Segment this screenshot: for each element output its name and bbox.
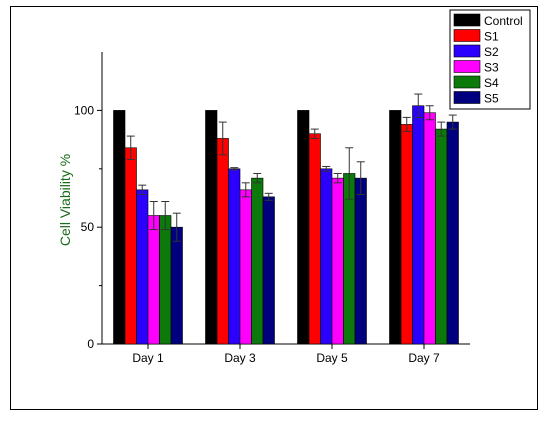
bar-s2 (320, 168, 333, 345)
bar-s2 (136, 189, 149, 345)
legend-swatch (453, 75, 481, 89)
bar-control (113, 110, 126, 345)
legend-swatch (453, 60, 481, 73)
y-tick-label: 0 (87, 337, 94, 351)
bar-s4 (435, 128, 448, 345)
bar-s3 (147, 215, 160, 345)
bar-control (297, 110, 310, 345)
legend-swatch (453, 29, 481, 42)
y-ticks: 0 50 100 (74, 103, 102, 351)
y-tick-label: 100 (74, 103, 94, 117)
legend-swatch (453, 13, 481, 27)
bars (113, 93, 459, 345)
bar-s1 (400, 124, 413, 345)
bar-s5 (354, 177, 367, 345)
legend-label: S3 (484, 61, 499, 75)
legend-label: S5 (484, 92, 499, 106)
legend-label: Control (484, 14, 523, 28)
bar-s2 (228, 168, 241, 345)
x-tick-label: Day 3 (224, 351, 256, 365)
bar-control (389, 110, 402, 345)
bar-s2 (412, 105, 425, 345)
bar-control (205, 110, 218, 345)
bar-s3 (331, 177, 344, 345)
bar-s5 (262, 196, 275, 345)
bar-s1 (308, 133, 321, 345)
legend-label: S1 (484, 30, 499, 44)
bar-s4 (251, 177, 264, 345)
y-tick-label: 50 (81, 220, 95, 234)
y-axis-label: Cell Viability % (57, 154, 73, 246)
legend-swatch (453, 91, 481, 104)
x-tick-label: Day 7 (408, 351, 440, 365)
bar-s1 (216, 138, 229, 345)
x-tick-label: Day 5 (316, 351, 348, 365)
legend-swatch (453, 44, 481, 58)
legend-label: S2 (484, 45, 499, 59)
x-ticks: Day 1 Day 3 Day 5 Day 7 (132, 344, 440, 365)
bar-s3 (423, 112, 436, 345)
bar-s3 (239, 189, 252, 345)
x-tick-label: Day 1 (132, 351, 164, 365)
bar-s1 (124, 147, 137, 345)
bar-s5 (170, 226, 183, 345)
bar-s5 (446, 121, 459, 345)
bar-s4 (159, 215, 172, 345)
figure-frame (10, 6, 538, 410)
legend-label: S4 (484, 76, 499, 90)
